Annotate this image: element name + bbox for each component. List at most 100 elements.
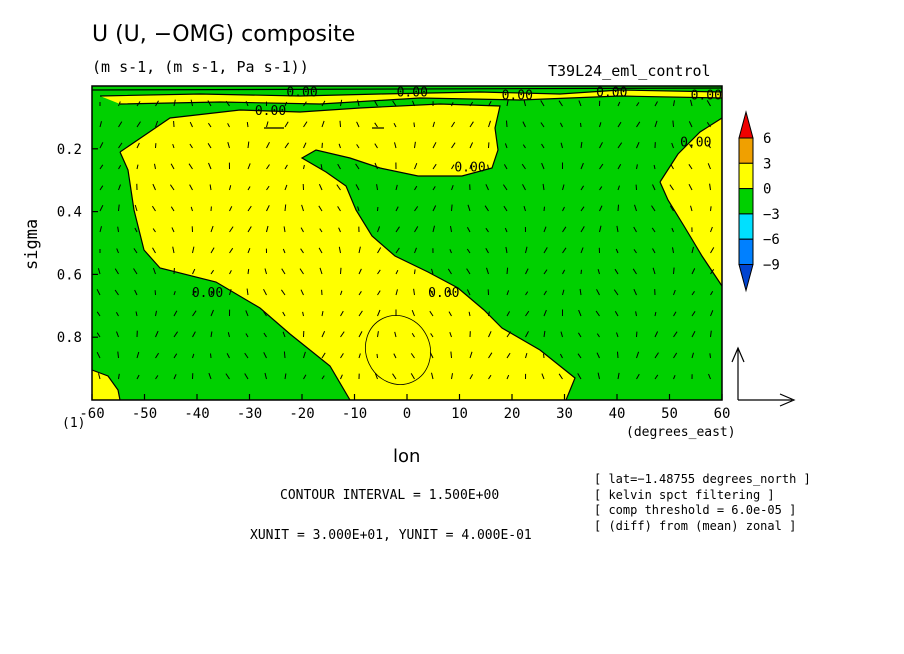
- wind-vector: [671, 227, 674, 233]
- x-tick-label: 0: [403, 406, 411, 422]
- wind-vector: [189, 143, 193, 149]
- wind-vector: [118, 184, 121, 191]
- wind-vector: [541, 373, 545, 380]
- wind-vector: [116, 331, 119, 338]
- wind-vector: [116, 248, 119, 254]
- wind-vector: [284, 101, 288, 107]
- xy-units-text: XUNIT = 3.000E+01, YUNIT = 4.000E-01: [250, 528, 532, 543]
- wind-vector: [96, 289, 101, 296]
- wind-vector: [580, 269, 582, 275]
- colorbar-label: 3: [763, 156, 771, 172]
- wind-vector: [543, 206, 545, 212]
- wind-vector: [394, 331, 397, 338]
- wind-vector: [210, 309, 214, 317]
- wind-vector: [98, 373, 101, 380]
- wind-vector: [617, 185, 620, 191]
- wind-vector: [281, 268, 286, 275]
- wind-vector: [525, 268, 529, 275]
- y-tick-label: 0.6: [57, 267, 82, 283]
- wind-vector: [208, 162, 212, 170]
- wind-vector: [542, 183, 545, 191]
- colorbar: 6 3 0 −3 −6 −9: [738, 110, 780, 293]
- wind-vector: [540, 100, 545, 107]
- wind-vector: [283, 351, 286, 359]
- wind-vector: [377, 226, 381, 233]
- contour-label: 0.00: [255, 104, 286, 119]
- wind-vector: [173, 99, 176, 107]
- wind-vector: [504, 143, 508, 149]
- wind-vector: [210, 269, 215, 275]
- wind-vector: [117, 226, 119, 233]
- wind-vector: [688, 164, 693, 170]
- wind-vector: [355, 184, 360, 191]
- wind-vector: [543, 353, 545, 359]
- wind-vector: [525, 352, 528, 359]
- wind-vector: [615, 248, 619, 254]
- wind-vector: [710, 269, 715, 275]
- wind-vector: [451, 185, 454, 191]
- wind-vector: [246, 122, 249, 128]
- wind-vector: [264, 372, 267, 380]
- wind-vector: [358, 291, 362, 296]
- wind-vector: [170, 163, 175, 170]
- wind-vector: [118, 165, 122, 170]
- wind-vector: [134, 227, 138, 233]
- wind-vector: [321, 330, 326, 338]
- wind-vector: [469, 374, 474, 380]
- wind-vector: [155, 352, 160, 359]
- wind-vector: [451, 164, 455, 170]
- info-threshold: [ comp threshold = 6.0e-05 ]: [594, 503, 797, 517]
- wind-vector: [691, 291, 695, 296]
- wind-vector: [429, 310, 434, 317]
- contour-label: 0.00: [691, 88, 722, 103]
- wind-vector: [672, 120, 674, 128]
- wind-vector: [673, 352, 678, 359]
- wind-vector: [247, 268, 250, 275]
- wind-vector: [616, 332, 619, 338]
- wind-vector: [673, 375, 676, 380]
- wind-vector: [710, 310, 714, 317]
- wind-vector: [485, 247, 489, 254]
- y-tick-label: 0.8: [57, 330, 82, 346]
- wind-vector: [395, 247, 400, 254]
- wind-vector: [266, 225, 269, 233]
- wind-vector: [636, 351, 640, 359]
- wind-vector: [340, 353, 344, 359]
- x-tick-label: 40: [609, 406, 626, 422]
- wind-vector: [543, 247, 548, 254]
- contour-label: 0.00: [192, 286, 223, 301]
- wind-vector: [133, 268, 138, 275]
- wind-vector: [172, 143, 175, 149]
- wind-vector: [393, 122, 397, 128]
- wind-vector: [245, 333, 249, 338]
- wind-vector: [432, 121, 435, 128]
- x-tick-label: 30: [556, 406, 573, 422]
- wind-vector: [395, 269, 399, 275]
- wind-vector: [340, 99, 343, 107]
- wind-vector: [562, 226, 567, 233]
- wind-vector: [691, 352, 694, 359]
- wind-vector: [710, 226, 713, 233]
- wind-vector: [227, 332, 230, 338]
- wind-vector: [118, 121, 123, 128]
- wind-vector: [469, 351, 473, 359]
- wind-vector: [229, 226, 234, 233]
- wind-vector: [580, 226, 585, 233]
- wind-vector: [247, 226, 252, 233]
- wind-vector: [357, 206, 360, 212]
- wind-vector: [414, 185, 418, 191]
- wind-vector: [487, 164, 489, 170]
- wind-vector: [155, 100, 159, 107]
- wind-vector: [247, 248, 251, 254]
- wind-vector: [321, 311, 324, 317]
- wind-vector: [414, 141, 416, 149]
- x-tick-label: 20: [504, 406, 521, 422]
- wind-vector: [432, 225, 435, 233]
- plot-area: 0.000.00 0.000.000.000.00 0.00 0.00 0.00 0.00: [91, 85, 723, 401]
- wind-vector: [302, 311, 304, 317]
- wind-vector: [506, 120, 508, 128]
- x-tick-label: -50: [132, 406, 157, 422]
- info-latitude: [ lat=−1.48755 degrees_north ]: [594, 472, 811, 486]
- wind-vector: [690, 99, 693, 107]
- wind-vector: [173, 291, 176, 296]
